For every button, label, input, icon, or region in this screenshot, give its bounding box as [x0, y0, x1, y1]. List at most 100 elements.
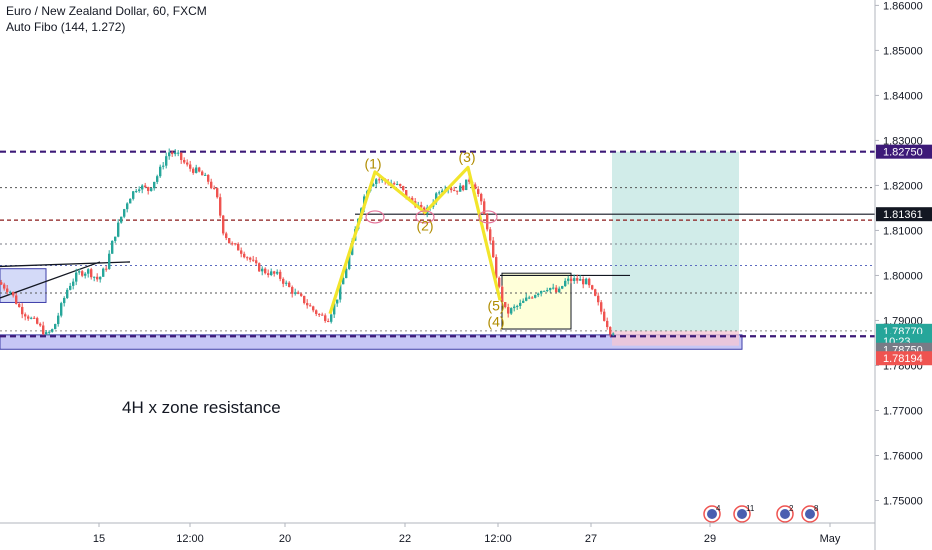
event-marker-dot-2 — [780, 509, 790, 519]
candle-body — [606, 320, 609, 328]
candle-body — [240, 250, 243, 254]
candle-body — [474, 184, 477, 190]
candle-body — [567, 278, 570, 281]
y-tick-label-11: 1.86000 — [883, 0, 923, 12]
trend-line-1 — [0, 261, 101, 299]
event-marker-count-2: 2 — [789, 504, 794, 513]
candle-body — [531, 297, 534, 299]
candle-body — [9, 291, 12, 293]
y-tick-label-1: 1.76000 — [883, 450, 923, 462]
candle-body — [285, 282, 288, 284]
candle-body — [396, 183, 399, 185]
candle-body — [126, 203, 129, 210]
y-axis-bg — [876, 0, 932, 550]
candle-body — [189, 164, 192, 169]
candle-body — [162, 165, 165, 167]
candle-body — [468, 179, 471, 182]
candle-body — [552, 287, 555, 289]
candle-body — [246, 257, 249, 259]
candle-body — [42, 325, 45, 335]
y-tick-label-9: 1.84000 — [883, 90, 923, 102]
candle-body — [549, 287, 552, 291]
candle-body — [72, 281, 75, 286]
candle-body — [561, 286, 564, 289]
candle-body — [294, 292, 297, 294]
candle-body — [69, 285, 72, 290]
candle-body — [183, 159, 186, 163]
candle-body — [117, 222, 120, 237]
candle-body — [30, 317, 33, 319]
pivot-circle-2 — [478, 210, 498, 224]
candle-body — [573, 278, 576, 281]
candle-body — [36, 318, 39, 324]
candle-body — [156, 176, 159, 182]
candle-body — [594, 289, 597, 296]
x-tick-label-3: 22 — [399, 533, 411, 545]
candle-body — [54, 324, 57, 330]
candle-body — [516, 305, 519, 307]
candle-body — [261, 268, 264, 272]
candle-body — [579, 279, 582, 281]
event-marker-dot-1 — [737, 509, 747, 519]
candle-body — [588, 278, 591, 286]
candle-body — [174, 152, 177, 155]
candle-body — [81, 271, 84, 276]
candle-body — [102, 268, 105, 277]
candle-body — [255, 260, 258, 264]
candle-body — [45, 332, 48, 335]
candle-body — [336, 299, 339, 304]
candle-body — [453, 190, 456, 192]
candle-body — [288, 282, 291, 288]
candle-body — [564, 280, 567, 287]
candle-body — [60, 303, 63, 316]
candle-body — [558, 288, 561, 293]
zone-annotation: 4H x zone resistance — [122, 398, 281, 417]
candle-body — [3, 284, 6, 289]
candle-body — [543, 290, 546, 292]
candle-body — [225, 233, 228, 239]
candle-body — [489, 229, 492, 241]
candle-body — [309, 305, 312, 307]
candle-body — [348, 254, 351, 269]
candle-body — [111, 240, 114, 254]
candle-body — [159, 166, 162, 177]
candle-body — [168, 152, 171, 157]
wave-label-1: (2) — [416, 217, 433, 233]
event-marker-count-0: 4 — [716, 504, 721, 513]
candle-body — [129, 198, 132, 204]
candle-body — [504, 302, 507, 308]
candle-body — [219, 197, 222, 216]
candle-body — [333, 303, 336, 315]
candle-body — [96, 276, 99, 280]
candle-body — [48, 331, 51, 333]
candle-body — [342, 278, 345, 285]
candle-body — [405, 190, 408, 198]
candle-body — [330, 314, 333, 322]
candle-body — [90, 269, 93, 278]
candle-body — [600, 302, 603, 312]
candle-body — [87, 269, 90, 274]
candle-body — [399, 183, 402, 187]
stop-zone — [612, 330, 739, 346]
wave-path — [328, 165, 502, 315]
candle-body — [315, 310, 318, 314]
candle-body — [66, 289, 69, 298]
y-tick-label-0: 1.75000 — [883, 495, 923, 507]
candle-body — [258, 263, 261, 272]
candle-body — [510, 308, 513, 314]
y-tick-label-7: 1.82000 — [883, 180, 923, 192]
y-tick-label-10: 1.85000 — [883, 45, 923, 57]
price-label-bg-1 — [876, 207, 932, 222]
candle-body — [78, 271, 81, 273]
candle-body — [411, 197, 414, 202]
candle-body — [459, 185, 462, 192]
price-label-0: 1.82750 — [883, 147, 923, 159]
x-tick-label-0: 15 — [93, 533, 105, 545]
candle-body — [597, 295, 600, 303]
candle-body — [165, 156, 168, 166]
candle-body — [324, 315, 327, 321]
price-label-bg-0 — [876, 144, 932, 159]
candle-body — [147, 187, 150, 191]
candle-body — [99, 276, 102, 280]
